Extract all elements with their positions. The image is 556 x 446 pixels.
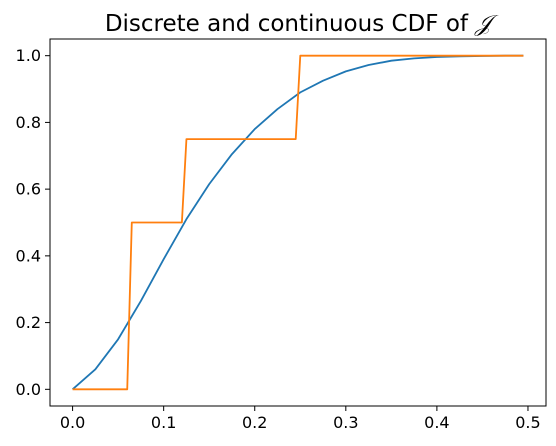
y-tick-label: 0.8 [16,113,41,132]
x-tick-label: 0.4 [424,413,449,432]
x-tick-label: 0.0 [60,413,85,432]
y-tick-label: 0.2 [16,313,41,332]
x-tick-label: 0.1 [151,413,176,432]
x-tick-label: 0.5 [515,413,540,432]
chart-title: Discrete and continuous CDF of 𝒥 [105,11,499,37]
plot-lines [71,54,524,391]
x-tick-label: 0.2 [242,413,267,432]
y-tick-label: 0.0 [16,380,41,399]
y-axis: 0.0 0.2 0.4 0.6 0.8 1.0 [16,46,50,399]
y-tick-label: 0.6 [16,180,41,199]
x-axis: 0.0 0.1 0.2 0.3 0.4 0.5 [60,406,541,432]
plot-frame [49,38,547,407]
y-tick-label: 1.0 [16,46,41,65]
series-line-discrete [72,54,524,391]
chart-title-text: Discrete and continuous CDF of [105,11,475,37]
x-tick-label: 0.3 [333,413,358,432]
y-tick-label: 0.4 [16,246,41,265]
chart-title-symbol: 𝒥 [474,11,499,37]
